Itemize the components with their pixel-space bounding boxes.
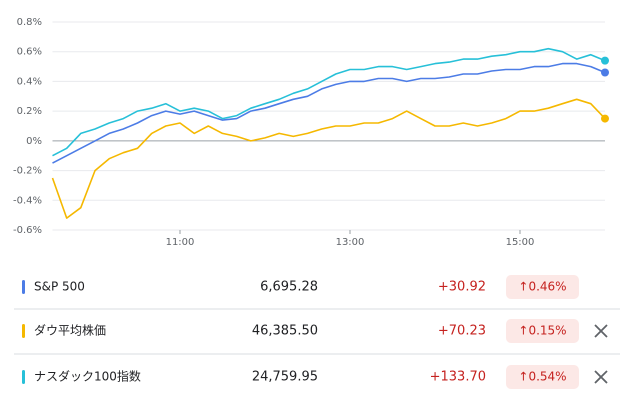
x-tick-label: 15:00 (506, 237, 535, 248)
percent-pill (506, 319, 579, 343)
end-dot (601, 68, 609, 77)
change: +133.70 (430, 370, 486, 385)
series-line (52, 62, 606, 164)
color-indicator (22, 280, 25, 294)
percent-change: ↑0.15% (518, 324, 566, 338)
end-dot (601, 114, 609, 123)
y-tick-label: -0.2% (13, 166, 42, 177)
close-icon[interactable] (594, 324, 608, 338)
y-tick-label: 0.8% (17, 17, 42, 28)
change: +30.92 (438, 280, 486, 295)
index-name[interactable]: ナスダック100指数 (34, 369, 141, 384)
y-tick-label: 0.2% (17, 106, 42, 117)
y-tick-label: -0.6% (13, 225, 42, 236)
color-indicator (22, 324, 25, 338)
x-tick-label: 11:00 (166, 237, 195, 248)
x-tick-label: 13:00 (336, 237, 365, 248)
y-tick-label: 0.4% (17, 76, 42, 87)
y-tick-label: -0.4% (13, 195, 42, 206)
price: 24,759.95 (252, 370, 318, 385)
index-name[interactable]: ダウ平均株価 (34, 323, 106, 338)
percent-pill (506, 275, 579, 299)
percent-change: ↑0.54% (518, 370, 566, 384)
index-name[interactable]: S&P 500 (34, 280, 85, 294)
price: 6,695.28 (260, 280, 318, 295)
y-tick-label: 0% (26, 136, 42, 147)
y-tick-label: 0.6% (17, 47, 42, 58)
color-indicator (22, 370, 25, 384)
series-line (52, 47, 606, 157)
percent-change: ↑0.46% (518, 280, 566, 294)
end-dot (601, 56, 609, 65)
series-line (51, 98, 606, 219)
close-icon[interactable] (594, 370, 608, 384)
price: 46,385.50 (252, 324, 318, 339)
percent-pill (506, 365, 579, 389)
change: +70.23 (438, 324, 486, 339)
